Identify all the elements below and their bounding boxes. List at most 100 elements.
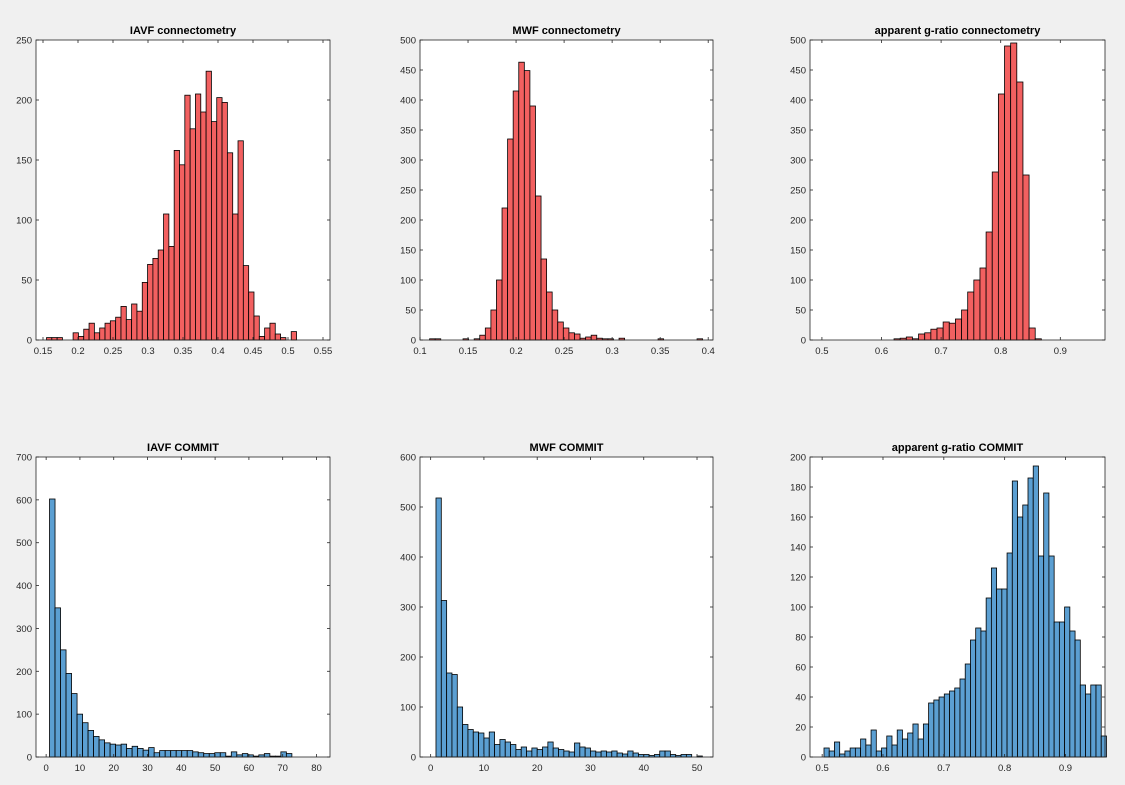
y-tick-label: 150 [400,246,416,257]
histogram-bar [104,322,111,341]
chart-title: MWF connectometry [512,25,621,37]
y-tick-label: 0 [27,753,32,764]
histogram-bar [520,746,527,758]
histogram-bar [907,732,914,758]
histogram-bar [1010,42,1018,341]
histogram-iavf-connectometry: 0.15 0.2 0.25 0.3 0.35 0.4 0.45 0.5 0.55 0 50 100 15… [16,25,332,357]
y-tick-label: 400 [16,581,32,592]
histogram-bar [1038,555,1045,758]
histogram-bar [501,207,509,341]
histogram-bar [125,319,133,341]
x-tick-label: 0.6 [875,346,888,357]
histogram-bar [258,335,266,341]
y-tick-label: 0 [411,336,416,347]
histogram-bar [849,747,856,758]
histogram-bar [1053,621,1060,758]
histogram-bar [1079,684,1086,758]
y-tick-label: 200 [790,453,806,464]
histogram-bar [173,149,180,341]
histogram-bar [435,497,442,758]
histogram-bar [1032,465,1039,758]
histogram-bar [446,672,453,758]
histogram-bar [120,305,127,341]
histogram-bar [844,750,851,758]
histogram-gratio-connectometry: 0.5 0.6 0.7 0.8 0.9 0 50 100 150 200 250 300 350 400 4… [790,25,1106,357]
histogram-bar [970,639,977,758]
y-tick-label: 150 [790,246,806,257]
histogram-bar [585,336,592,341]
histogram-bar [834,741,841,758]
y-tick-label: 450 [790,66,806,77]
histogram-bar [924,332,932,341]
histogram-bar [584,747,591,758]
x-tick-label: 10 [75,763,86,774]
histogram-bar [456,706,464,758]
y-tick-label: 150 [16,156,32,167]
y-tick-label: 100 [16,710,32,721]
histogram-bar [590,750,597,758]
y-tick-label: 500 [400,503,416,514]
x-tick-label: 40 [638,763,649,774]
histogram-bar [60,649,67,758]
histogram-bar [1016,81,1024,341]
histogram-bar [1085,693,1092,758]
y-tick-label: 250 [790,186,806,197]
x-tick-label: 0.45 [244,346,263,357]
y-axis: 0 50 100 150 200 250 300 350 400 450 500 [790,36,1105,347]
x-tick-label: 0.9 [1059,763,1072,774]
histogram-bar [535,195,542,341]
histogram-bar [230,751,238,758]
y-tick-label: 500 [16,538,32,549]
histogram-bar [568,332,575,341]
histogram-bar [484,327,492,341]
axes-background [420,457,713,757]
histogram-bar [280,751,287,758]
y-tick-label: 200 [400,216,416,227]
y-tick-label: 160 [790,513,806,524]
x-tick-label: 0.9 [1054,346,1067,357]
histogram-bar [979,267,987,341]
x-tick-label: 0.3 [141,346,154,357]
histogram-bar [547,741,554,758]
histogram-bar [253,315,260,341]
histogram-bar [290,331,297,341]
x-tick-label: 0.2 [509,346,522,357]
histogram-bar [148,747,155,758]
histogram-bar [949,690,956,758]
histogram-bar [168,245,175,341]
y-axis: 0 50 100 150 200 250 [16,36,330,347]
histogram-bar [546,291,553,341]
histogram-bar [928,702,935,758]
histogram-bar [483,737,490,758]
histogram-bar [938,696,945,758]
x-tick-label: 30 [142,763,153,774]
histogram-bar [659,750,666,758]
y-tick-label: 100 [400,703,416,714]
histogram-bar [1028,327,1036,341]
y-tick-label: 100 [16,216,32,227]
histogram-gratio-commit: 0.5 0.6 0.7 0.8 0.9 0 20 40 60 80 100 120 140 160 180 2… [790,442,1107,774]
histogram-bar [164,750,172,758]
histogram-bar [991,171,999,341]
histogram-bar [163,213,170,341]
histogram-bar [975,627,982,758]
histogram-bar [195,93,202,341]
histogram-bar [523,70,531,341]
histogram-bar [606,751,613,758]
x-tick-label: 0.5 [816,763,829,774]
histogram-bar [1006,552,1013,758]
histogram-bar [131,303,138,341]
histogram-bar [973,279,981,341]
x-tick-label: 0.55 [314,346,333,357]
histogram-bar [237,140,244,341]
histogram-bar [531,747,538,758]
histogram-bar [557,321,564,341]
y-axis: 0 100 200 300 400 500 600 [400,453,713,764]
histogram-bar [1058,621,1066,758]
histogram-bar [936,327,944,341]
histogram-bar [115,316,122,341]
histogram-bar [1064,606,1071,758]
histogram-bar [828,750,835,758]
y-tick-label: 0 [27,336,32,347]
